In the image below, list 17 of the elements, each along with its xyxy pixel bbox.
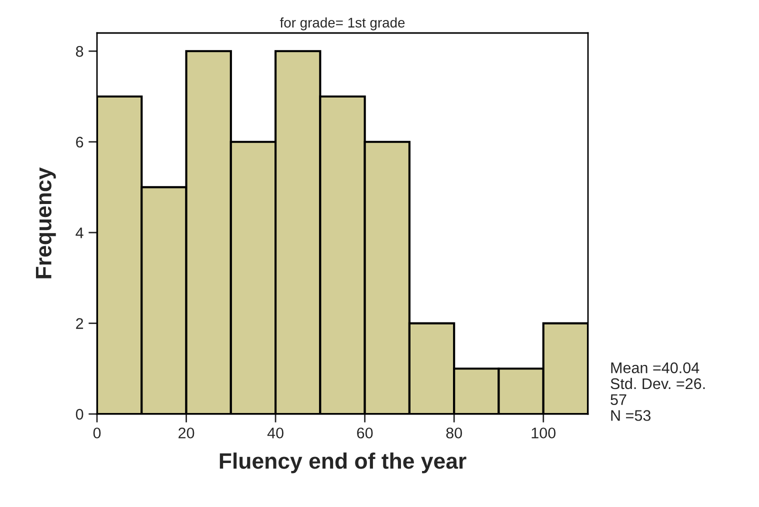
x-axis-title: Fluency end of the year <box>220 452 466 474</box>
text: N =53 <box>611 410 651 421</box>
text: Mean =40.04 <box>611 362 700 374</box>
y-axis-title: Frequency <box>36 167 56 278</box>
x-tick-label: 60 <box>357 428 373 438</box>
chart-title: for grade= 1st grade <box>280 17 405 30</box>
x-tick-label: 80 <box>446 428 462 438</box>
y-tick-label: 0 <box>76 408 84 420</box>
y-tick-label: 8 <box>76 46 84 57</box>
text: Std. Dev. =26. 57 <box>610 378 705 406</box>
y-tick-label: 4 <box>76 228 84 238</box>
x-tick-label: 20 <box>178 428 194 438</box>
y-tick-label: 6 <box>76 136 84 148</box>
x-tick-label: 40 <box>267 428 284 438</box>
x-tick-label: 100 <box>532 428 556 438</box>
x-tick-label: 0 <box>93 428 101 438</box>
y-tick-label: 2 <box>76 318 84 329</box>
